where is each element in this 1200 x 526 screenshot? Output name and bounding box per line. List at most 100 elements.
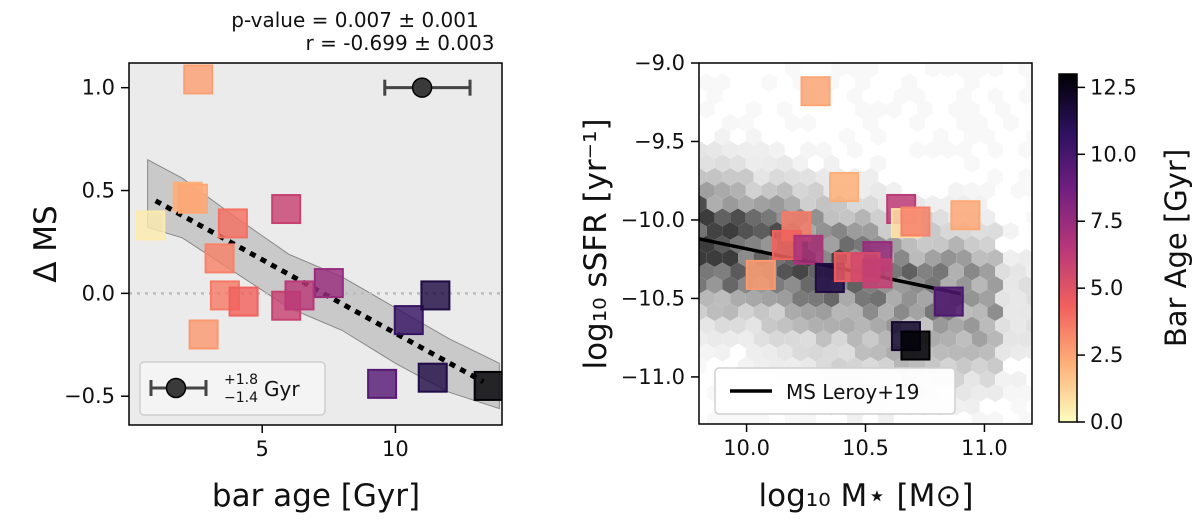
hexbin-cell-98 — [776, 181, 793, 200]
hexbin-cell-211 — [1018, 249, 1032, 267]
hexbin-cell-361 — [932, 343, 949, 362]
hexbin-cell-180 — [839, 235, 855, 254]
right-ytick-label-0: −11.0 — [621, 365, 685, 389]
hexbin-cell-35 — [964, 100, 980, 119]
left-point-16 — [417, 362, 448, 393]
hexbin-cell-73 — [761, 154, 777, 173]
hexbin-cell-82 — [738, 168, 754, 186]
hexbin-cell-112 — [706, 195, 723, 213]
hexbin-cell-44 — [971, 114, 988, 132]
hexbin-cell-154 — [753, 222, 770, 240]
hexbin-cell-234 — [699, 276, 707, 294]
ms-legend-label: MS Leroy+19 — [786, 380, 919, 404]
left-ytick-label-0: −0.5 — [64, 384, 115, 408]
hexbin-cell-347 — [699, 343, 715, 362]
hexbin-cell-240 — [784, 276, 801, 294]
right-point-15 — [933, 286, 964, 317]
hexbin-cell-21 — [847, 87, 863, 105]
hexbin-cell-346 — [1034, 330, 1050, 348]
right-y-axis-label: log₁₀ sSFR [yr⁻¹] — [578, 118, 614, 369]
hexbin-cell-293 — [909, 303, 925, 321]
hexbin-cell-22 — [893, 87, 910, 105]
hexbin-cell-54 — [699, 141, 707, 159]
left-point-8 — [188, 319, 219, 350]
hexbin-cell-160 — [847, 222, 863, 240]
hexbin-cell-119 — [815, 195, 832, 213]
colorbar: 0.0 2.5 5.0 7.5 10.0 12.5 Bar Age [Gyr] — [1058, 73, 1193, 434]
hexbin-cell-87 — [815, 168, 832, 186]
hexbin-cell-329 — [769, 330, 785, 348]
left-point-5 — [204, 243, 235, 274]
hexbin-cell-226 — [917, 262, 933, 281]
hexbin-cell-133 — [745, 208, 762, 227]
hexbin-cell-284 — [769, 303, 785, 321]
hexbin-cell-15 — [854, 73, 871, 92]
hexbin-cell-342 — [971, 330, 988, 348]
hexbin-cell-68 — [1018, 141, 1032, 159]
hexbin-cell-217 — [776, 262, 793, 281]
hexbin-cell-227 — [932, 262, 949, 281]
hexbin-cell-319 — [964, 316, 980, 335]
hexbin-cell-159 — [831, 222, 848, 240]
hexbin-cell-94 — [714, 181, 731, 200]
hexbin-cell-402 — [1010, 370, 1027, 389]
hexbin-cell-344 — [1003, 330, 1019, 348]
right-point-10 — [745, 259, 776, 290]
hexbin-cell-324 — [699, 330, 707, 348]
hexbin-cell-228 — [948, 262, 964, 281]
hexbin-cell-311 — [839, 316, 855, 335]
hexbin-cell-139 — [839, 208, 855, 227]
hexbin-cell-334 — [847, 330, 863, 348]
hexbin-cell-303 — [714, 316, 731, 335]
right-point-1 — [829, 171, 860, 202]
left-point-14 — [420, 280, 451, 311]
hexbin-cell-321 — [995, 316, 1011, 335]
hexbin-cell-417 — [956, 384, 972, 402]
hexbin-cell-328 — [753, 330, 770, 348]
right-points-group — [745, 76, 981, 361]
right-xtick-label-1: 10.5 — [842, 436, 889, 460]
hexbin-cell-6 — [956, 63, 972, 78]
hexbin-cell-229 — [964, 262, 980, 281]
hexbin-cell-58 — [753, 141, 770, 159]
right-x-axis-label: log₁₀ M⋆ [M⊙] — [759, 478, 974, 514]
hexbin-cell-278 — [1026, 290, 1032, 307]
hexbin-cell-235 — [706, 276, 723, 294]
left-xtick-label-0: 5 — [256, 437, 269, 461]
hexbin-cell-232 — [1010, 262, 1027, 281]
hexbin-cell-86 — [800, 168, 816, 186]
hexbin-cell-335 — [862, 330, 879, 348]
hexbin-cell-292 — [893, 303, 910, 321]
hexbin-cell-110 — [1026, 182, 1032, 199]
hexbin-cell-63 — [909, 141, 925, 159]
hexbin-cell-65 — [940, 141, 957, 159]
hexbin-cell-115 — [753, 195, 770, 213]
hexbin-cell-51 — [964, 127, 980, 146]
hexbin-cell-421 — [1018, 384, 1032, 402]
colorbar-ticks: 0.0 2.5 5.0 7.5 10.0 12.5 — [1077, 75, 1137, 434]
hexbin-cell-114 — [738, 195, 754, 213]
left-panel: 5 10 −0.5 0.0 0.5 1.0 p-value = 0.007 ± 0.001… — [28, 8, 503, 514]
left-ytick-label-2: 0.5 — [82, 179, 115, 203]
hexbin-cell-49 — [870, 127, 887, 146]
hexbin-cell-307 — [776, 316, 793, 335]
hexbin-cell-331 — [800, 330, 816, 348]
hexbin-cell-400 — [979, 370, 996, 389]
hexbin-cell-341 — [956, 330, 972, 348]
hexbin-cell-213 — [714, 262, 731, 281]
hexbin-cell-210 — [1003, 249, 1019, 267]
hexbin-cell-33 — [917, 100, 933, 119]
hexbin-cell-17 — [964, 73, 980, 92]
hexbin-cell-255 — [1018, 276, 1032, 294]
hexbin-cell-282 — [738, 303, 754, 321]
hexbin-cell-32 — [886, 100, 902, 119]
hexbin-cell-76 — [823, 154, 840, 173]
colorbar-tick-label-1: 2.5 — [1090, 343, 1123, 367]
errorbar-legend: +1.8 −1.4 Gyr — [139, 361, 326, 416]
hexbin-cell-2 — [847, 63, 863, 78]
hexbin-cell-323 — [1026, 317, 1032, 334]
hexbin-cell-19 — [706, 87, 723, 105]
hexbin-cell-169 — [987, 222, 1003, 240]
right-ytick-label-3: −9.5 — [634, 129, 685, 153]
colorbar-gradient — [1058, 73, 1078, 423]
